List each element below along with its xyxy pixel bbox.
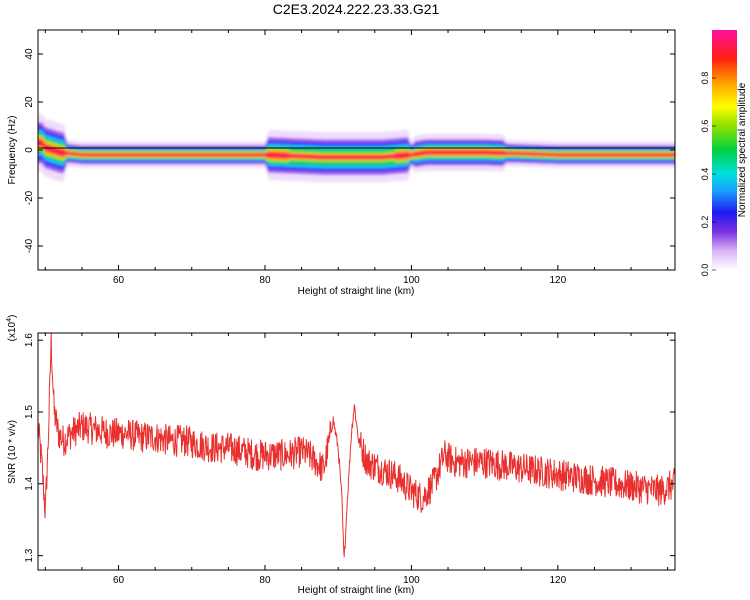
colorbar-ticks: 0.0 0.2 0.4 0.6 0.8 [700, 72, 716, 277]
bottom-x-tick-label: 120 [550, 575, 567, 586]
ridge-band [38, 139, 675, 160]
bottom-x-tick-label: 60 [113, 575, 125, 586]
top-y-tick-label: -20 [24, 190, 35, 205]
top-x-axis: 60 80 100 120 [44, 30, 669, 286]
spectrogram-panel: 60 80 100 120 -40 -20 0 20 40 Height of straigh… [7, 29, 676, 297]
bottom-y-tick-label: 1.4 [24, 476, 35, 490]
y-multiplier-text: (x10 [7, 321, 18, 341]
top-x-tick-label: 80 [259, 275, 271, 286]
colorbar-tick-label: 0.0 [700, 264, 710, 277]
bottom-x-axis: 60 80 100 120 [44, 333, 669, 586]
bottom-y-tick-label: 1.5 [24, 405, 35, 419]
bottom-y-axis: 1.3 1.4 1.5 1.6 [24, 333, 675, 563]
bottom-y-axis-label: SNR (10 * v/v) [7, 420, 18, 484]
colorbar-tick-label: 0.8 [700, 72, 710, 85]
spectrogram-ridge [38, 113, 675, 183]
colorbar-tick-label: 0.2 [700, 216, 710, 229]
bottom-y-tick-label: 1.6 [24, 333, 35, 347]
top-x-tick-label: 120 [550, 275, 567, 286]
snr-frame [37, 332, 676, 571]
top-y-axis: -40 -20 0 20 40 [24, 48, 675, 253]
top-y-tick-label: 40 [24, 48, 35, 60]
top-x-tick-label: 100 [403, 275, 420, 286]
bottom-y-tick-label: 1.3 [24, 548, 35, 562]
bottom-x-tick-label: 100 [403, 575, 420, 586]
y-multiplier-close: ) [7, 315, 18, 318]
y-multiplier-exponent: 4 [6, 318, 13, 322]
spectrogram-image [38, 113, 675, 183]
snr-plot-area [38, 333, 675, 558]
top-y-tick-label: 0 [24, 147, 35, 153]
top-x-tick-label: 60 [113, 275, 125, 286]
y-multiplier-label: (x104) [6, 315, 18, 342]
colorbar-label: Normalized spectral amplitude [737, 82, 748, 217]
bottom-x-axis-label: Height of straight line (km) [298, 585, 415, 596]
figure-title: C2E3.2024.222.23.33.G21 [273, 1, 440, 17]
colorbar-gradient [712, 30, 737, 270]
snr-panel: 60 80 100 120 1.3 1.4 1.5 1.6 Height of straig… [6, 315, 676, 596]
top-y-axis-label: Frequency (Hz) [7, 116, 18, 185]
snr-series-line [38, 333, 675, 558]
colorbar: 0.0 0.2 0.4 0.6 0.8 Normalized spectral ampl… [700, 30, 748, 276]
bottom-x-tick-label: 80 [259, 575, 271, 586]
colorbar-tick-label: 0.4 [700, 168, 710, 181]
top-y-tick-label: -40 [24, 238, 35, 253]
svg-text:(x104): (x104) [6, 315, 18, 342]
top-y-tick-label: 20 [24, 96, 35, 108]
top-x-axis-label: Height of straight line (km) [298, 286, 415, 297]
colorbar-tick-label: 0.6 [700, 120, 710, 133]
